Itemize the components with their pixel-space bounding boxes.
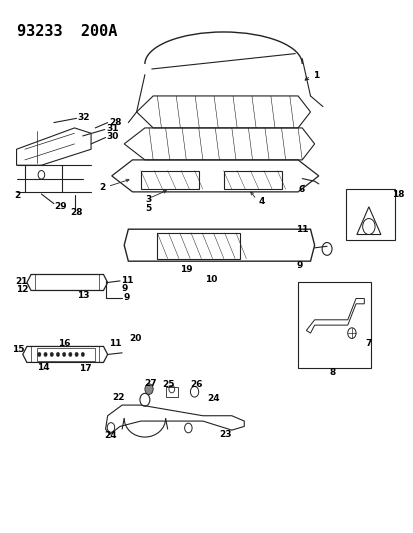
Text: 12: 12	[16, 286, 28, 294]
Circle shape	[75, 352, 78, 357]
Text: 2: 2	[99, 183, 105, 192]
Circle shape	[44, 352, 47, 357]
Text: 24: 24	[104, 431, 116, 440]
Text: 1: 1	[312, 71, 318, 79]
Bar	[37, 348, 95, 361]
Text: 8: 8	[329, 368, 335, 377]
Text: 16: 16	[58, 339, 70, 348]
Text: 21: 21	[16, 277, 28, 286]
Text: 26: 26	[190, 381, 202, 389]
Bar	[165, 387, 178, 397]
Text: 25: 25	[162, 381, 175, 389]
Text: 18: 18	[391, 190, 403, 199]
Text: 11: 11	[109, 339, 121, 348]
Text: 3: 3	[145, 196, 151, 204]
Text: 22: 22	[112, 393, 124, 401]
Text: 31: 31	[106, 125, 118, 133]
Circle shape	[62, 352, 66, 357]
Bar	[345, 189, 394, 240]
Circle shape	[81, 352, 84, 357]
Bar	[157, 233, 240, 259]
Text: 11: 11	[295, 225, 308, 233]
Text: 20: 20	[129, 334, 141, 343]
Text: 32: 32	[78, 114, 90, 122]
Text: 4: 4	[258, 197, 264, 206]
Bar	[223, 171, 281, 189]
Text: 5: 5	[145, 205, 152, 213]
Text: 27: 27	[144, 379, 156, 388]
Text: 2: 2	[14, 191, 21, 200]
Bar	[297, 282, 370, 368]
Circle shape	[69, 352, 72, 357]
Text: 7: 7	[364, 340, 370, 348]
Text: 28: 28	[70, 208, 83, 216]
Text: 14: 14	[37, 364, 50, 372]
Text: 23: 23	[219, 430, 231, 439]
Text: 6: 6	[298, 185, 304, 194]
Text: 9: 9	[121, 285, 127, 293]
Bar	[140, 171, 198, 189]
Text: 9: 9	[123, 294, 129, 302]
Circle shape	[50, 352, 53, 357]
Text: 17: 17	[79, 365, 92, 373]
Text: 10: 10	[204, 276, 217, 284]
Text: 28: 28	[109, 118, 121, 126]
Text: 15: 15	[12, 345, 25, 353]
Text: 13: 13	[76, 292, 89, 300]
Circle shape	[145, 384, 153, 394]
Text: 30: 30	[107, 133, 119, 141]
Text: 29: 29	[55, 203, 67, 211]
Text: 11: 11	[121, 276, 133, 285]
Text: 9: 9	[295, 261, 301, 270]
Circle shape	[38, 352, 41, 357]
Text: 19: 19	[180, 265, 192, 273]
Circle shape	[56, 352, 59, 357]
Text: 24: 24	[206, 394, 219, 402]
Text: 93233  200A: 93233 200A	[17, 24, 116, 39]
